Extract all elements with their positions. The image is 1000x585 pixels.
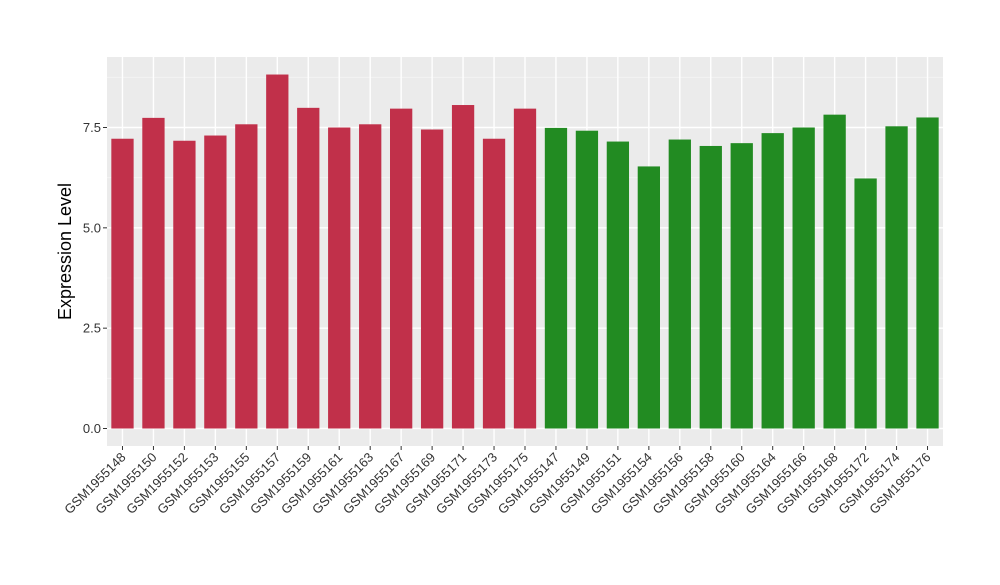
y-axis: 0.0 2.5 5.0 7.5 xyxy=(83,120,107,436)
bar-GSM1955164 xyxy=(761,133,784,429)
bar-GSM1955169 xyxy=(420,129,444,429)
y-axis-title: Expression Level xyxy=(55,183,75,320)
y-tick-label: 7.5 xyxy=(83,120,101,135)
bar-GSM1955150 xyxy=(142,117,165,429)
bar-GSM1955155 xyxy=(235,124,258,429)
bar-GSM1955168 xyxy=(823,114,846,429)
bar-GSM1955148 xyxy=(111,138,134,429)
bar-GSM1955171 xyxy=(451,105,475,429)
bar-GSM1955175 xyxy=(513,108,537,429)
bar-GSM1955172 xyxy=(854,178,877,429)
bar-GSM1955151 xyxy=(606,141,630,429)
bar-GSM1955156 xyxy=(668,139,691,429)
bar-GSM1955154 xyxy=(637,166,660,429)
bar-GSM1955160 xyxy=(730,143,753,429)
bar-GSM1955149 xyxy=(575,130,599,429)
x-axis: GSM1955148GSM1955150GSM1955152GSM1955153… xyxy=(61,446,934,517)
y-tick-label: 2.5 xyxy=(83,321,101,336)
bars xyxy=(111,74,939,429)
bar-GSM1955159 xyxy=(297,107,320,429)
bar-GSM1955147 xyxy=(544,127,568,429)
bar-GSM1955153 xyxy=(204,135,227,429)
bar-GSM1955163 xyxy=(359,124,382,429)
bar-GSM1955173 xyxy=(482,138,506,429)
bar-GSM1955161 xyxy=(328,127,351,429)
bar-GSM1955157 xyxy=(266,74,289,429)
y-tick-label: 5.0 xyxy=(83,220,101,235)
bar-GSM1955174 xyxy=(885,126,908,429)
bar-GSM1955166 xyxy=(792,127,815,429)
y-tick-label: 0.0 xyxy=(83,421,101,436)
bar-GSM1955158 xyxy=(699,145,722,429)
bar-GSM1955152 xyxy=(173,140,196,429)
bar-GSM1955167 xyxy=(390,108,413,429)
bar-GSM1955176 xyxy=(916,117,939,429)
